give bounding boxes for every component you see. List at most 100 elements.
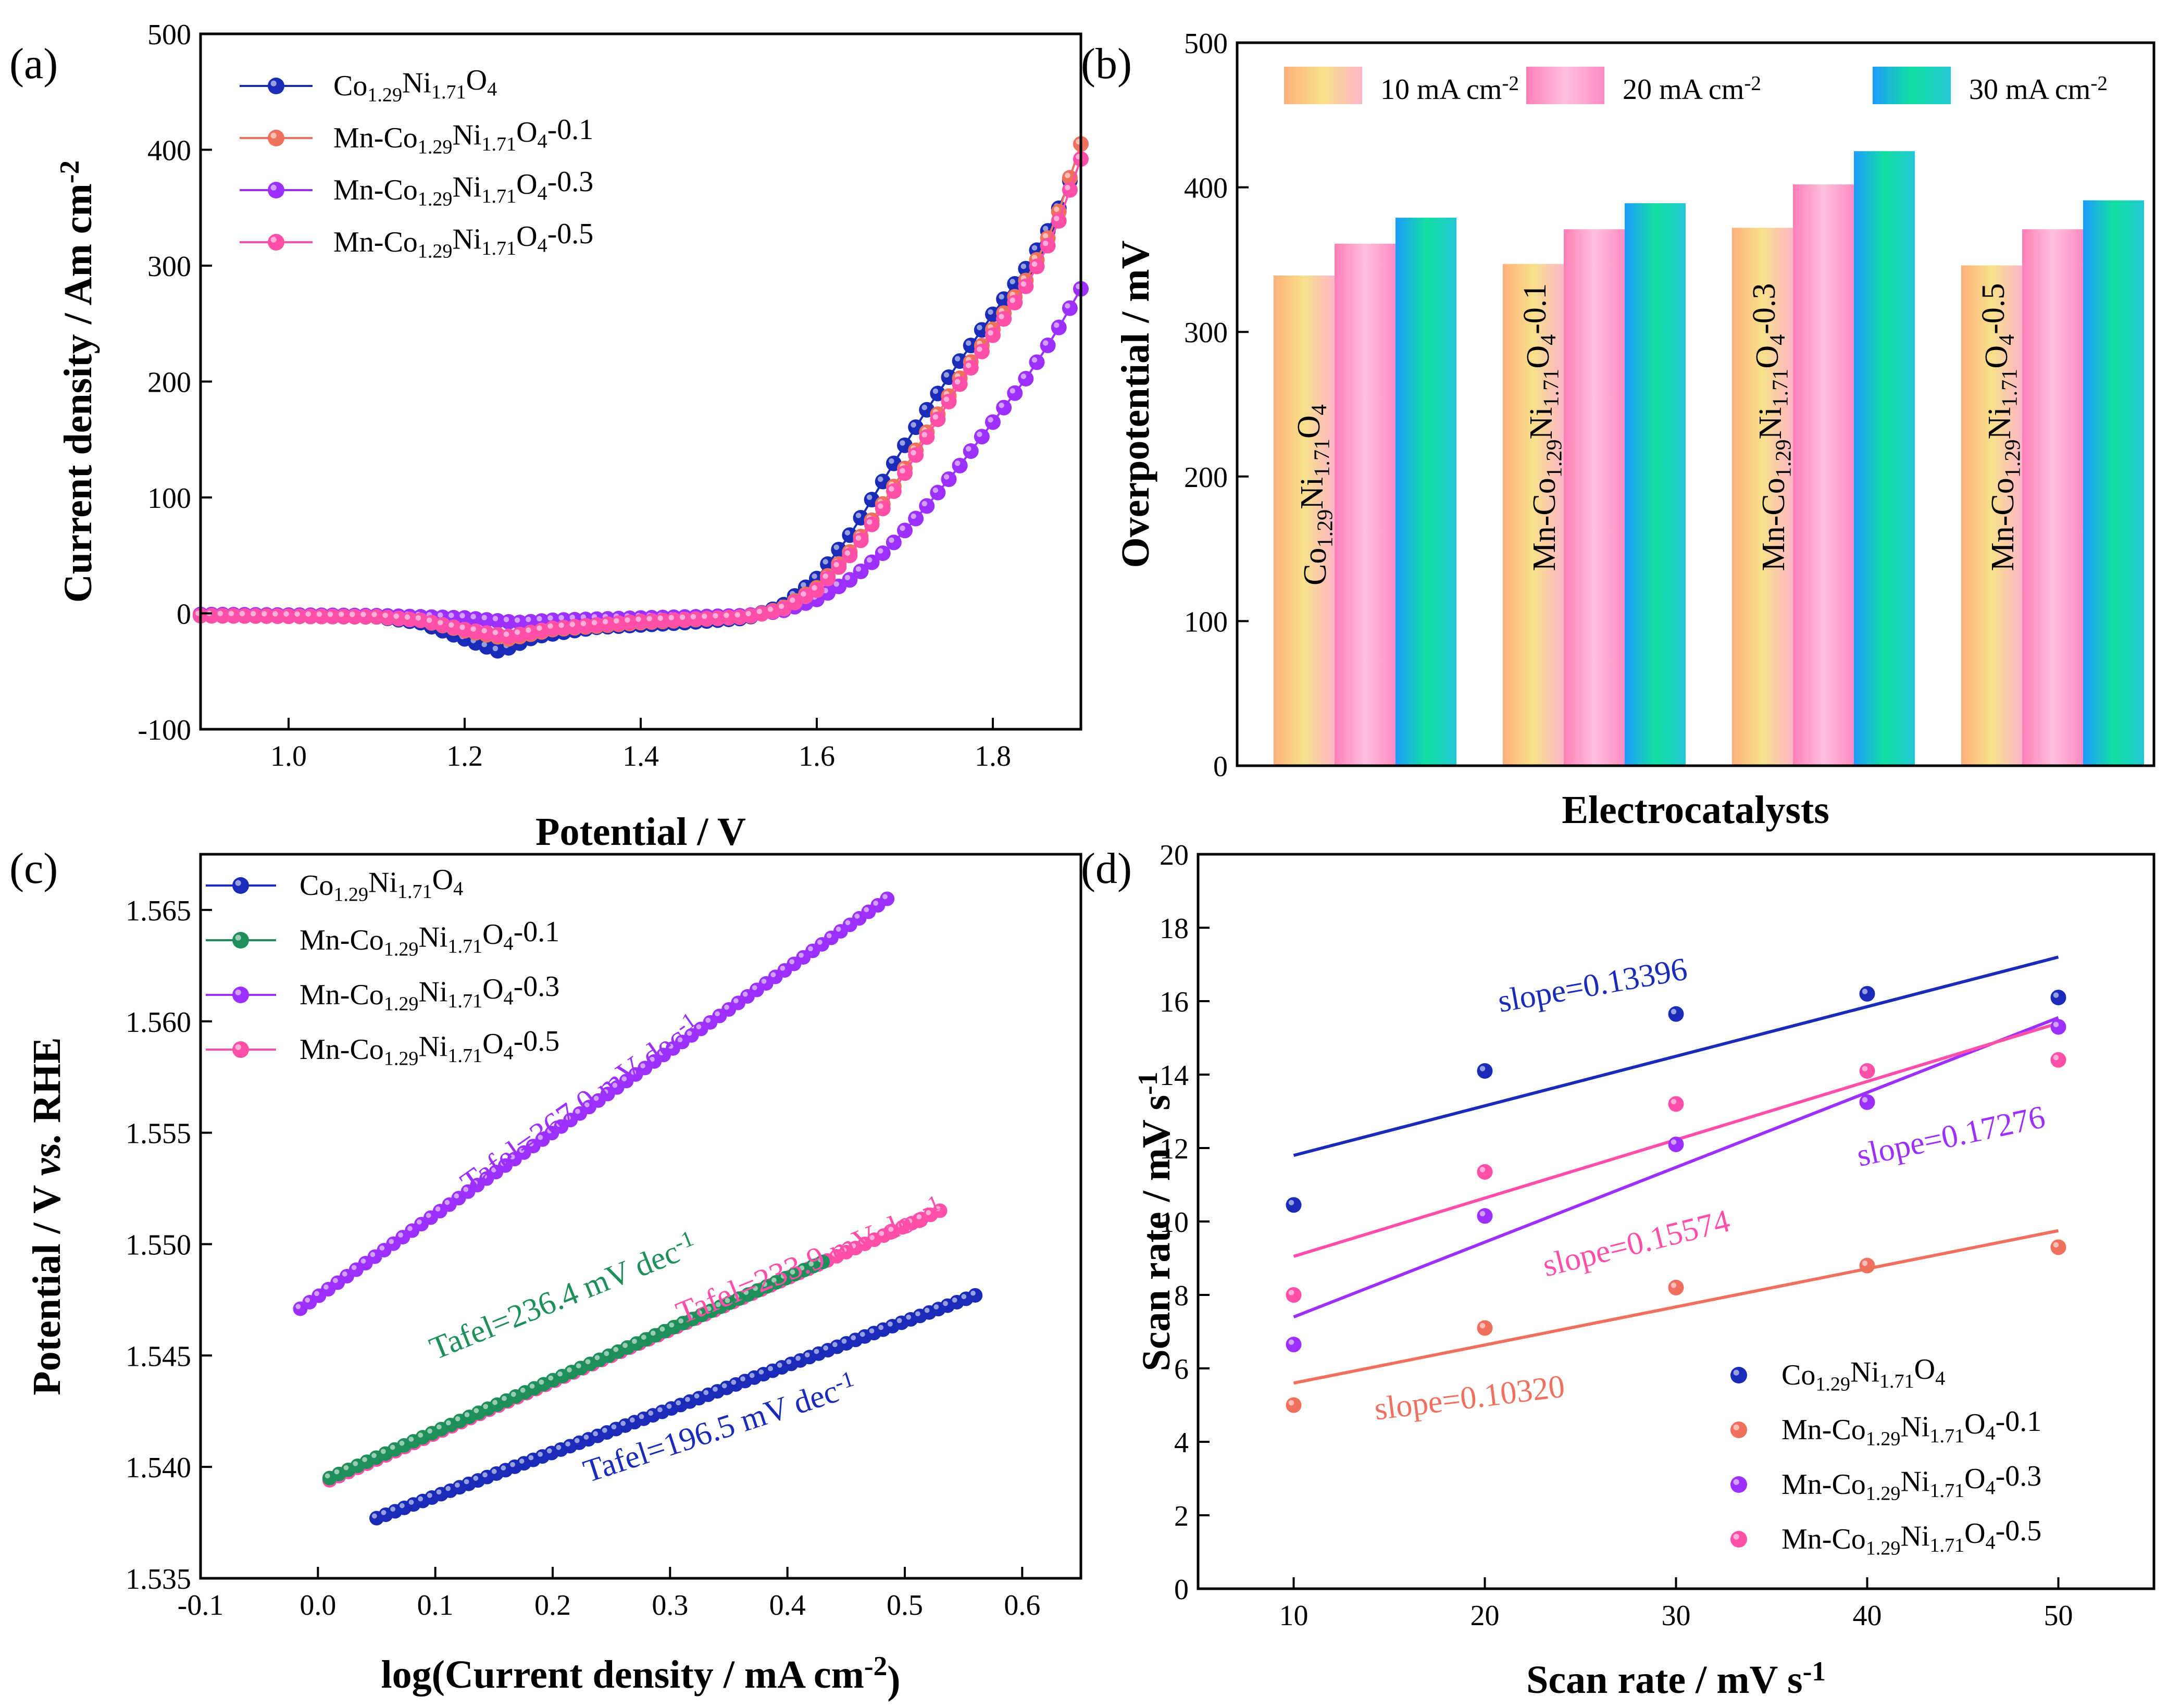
data-point-shine	[869, 1235, 875, 1240]
data-point	[809, 582, 825, 598]
data-point	[1477, 1164, 1493, 1180]
data-point-shine	[823, 574, 828, 579]
data-point-fill	[996, 311, 1012, 327]
data-point-shine	[1288, 1200, 1294, 1206]
series-line-s3	[200, 288, 1082, 624]
data-point	[1286, 1337, 1302, 1353]
data-point-shine	[614, 618, 619, 624]
data-point-shine	[459, 613, 465, 619]
data-point	[941, 471, 957, 487]
data-point-shine	[657, 615, 663, 621]
x-tick-label: 0.1	[417, 1589, 454, 1622]
data-point-shine	[569, 614, 575, 620]
data-point-shine	[418, 1432, 423, 1438]
data-point-shine	[715, 1302, 721, 1307]
data-point	[1018, 370, 1034, 387]
x-tick-label: 20	[1471, 1600, 1500, 1632]
data-point-shine	[380, 1449, 386, 1454]
legend-label: 10 mA cm-2	[1380, 72, 1519, 106]
legend-marker	[1730, 1422, 1747, 1438]
panel-label: (b)	[1081, 40, 1132, 88]
legend-marker-shine	[270, 132, 277, 139]
data-point-shine	[1671, 1099, 1677, 1105]
data-point-shine	[1042, 240, 1049, 246]
data-point-shine	[795, 1355, 801, 1361]
data-point-shine	[943, 1301, 948, 1306]
data-point-shine	[650, 1330, 656, 1336]
data-point	[875, 501, 891, 517]
data-point-shine	[799, 952, 804, 958]
data-point-shine	[585, 1359, 591, 1365]
data-point-shine	[640, 1063, 645, 1069]
data-point-shine	[666, 1403, 672, 1409]
data-point-shine	[501, 1465, 506, 1471]
data-point	[1859, 986, 1875, 1002]
data-point	[1859, 1257, 1875, 1274]
data-point-shine	[547, 615, 553, 621]
data-point-shine	[777, 1362, 782, 1368]
data-point-shine	[580, 620, 587, 627]
y-tick-label: 500	[1184, 28, 1228, 60]
data-point-shine	[818, 1257, 823, 1263]
data-point-shine	[778, 603, 784, 609]
axes-b-frame	[1236, 41, 2155, 767]
data-point-shine	[2053, 992, 2059, 998]
data-point	[655, 613, 671, 629]
data-point-shine	[679, 614, 686, 620]
x-tick-label: 1.8	[975, 740, 1011, 772]
data-point-shine	[954, 379, 961, 385]
legend-label: 20 mA cm-2	[1623, 72, 1761, 106]
data-point-fill	[1668, 1006, 1684, 1022]
data-point-shine	[713, 613, 718, 619]
data-point	[985, 414, 1001, 430]
data-point-shine	[398, 1232, 403, 1238]
y-tick-label: 4	[1174, 1427, 1189, 1459]
bar-category-label: Mn-Co1.29Ni1.71O4-0.5	[1976, 283, 2025, 571]
y-tick-label: -100	[138, 714, 191, 746]
legend-marker-fill	[268, 78, 284, 94]
data-point-shine	[878, 1325, 884, 1330]
data-point-fill	[853, 532, 869, 548]
data-point-shine	[668, 615, 675, 621]
data-point-shine	[1479, 1167, 1486, 1173]
data-point-shine	[470, 626, 476, 632]
x-tick-label: 50	[2044, 1600, 2073, 1632]
data-point-shine	[752, 985, 757, 991]
data-point	[963, 360, 979, 376]
data-point	[831, 559, 847, 575]
data-point-shine	[343, 1465, 349, 1470]
data-point-shine	[657, 1407, 663, 1413]
data-point	[952, 457, 968, 473]
data-point	[247, 608, 264, 624]
data-point-shine	[463, 1187, 469, 1192]
data-point-shine	[492, 1400, 497, 1405]
x-tick-label: 0.5	[887, 1589, 923, 1622]
data-point-fill	[1018, 278, 1034, 294]
y-tick-label: 12	[1160, 1133, 1189, 1165]
legend-marker-fill	[268, 234, 284, 251]
data-point-fill	[1286, 1397, 1302, 1413]
data-point	[886, 483, 902, 500]
data-point-shine	[658, 1050, 664, 1056]
data-point-shine	[999, 402, 1004, 408]
data-point-shine	[350, 612, 355, 617]
data-point-shine	[887, 1321, 893, 1327]
data-point-shine	[668, 1043, 674, 1049]
data-point-shine	[826, 933, 832, 939]
data-point-fill	[2050, 989, 2066, 1005]
data-point-shine	[966, 363, 971, 368]
data-point	[269, 608, 285, 624]
data-point-fill	[1286, 1197, 1302, 1213]
data-point-shine	[740, 1376, 745, 1382]
data-point-shine	[1862, 1066, 1868, 1071]
data-point-fill	[875, 501, 891, 517]
data-point	[853, 532, 869, 548]
slope-annotation: slope=0.10320	[1373, 1368, 1567, 1427]
data-point-shine	[724, 1004, 729, 1010]
data-point-shine	[841, 1247, 847, 1253]
data-point-shine	[845, 920, 851, 926]
data-point	[215, 608, 231, 624]
data-point-shine	[491, 1167, 496, 1173]
data-point	[974, 429, 990, 445]
data-point-shine	[566, 1115, 571, 1120]
